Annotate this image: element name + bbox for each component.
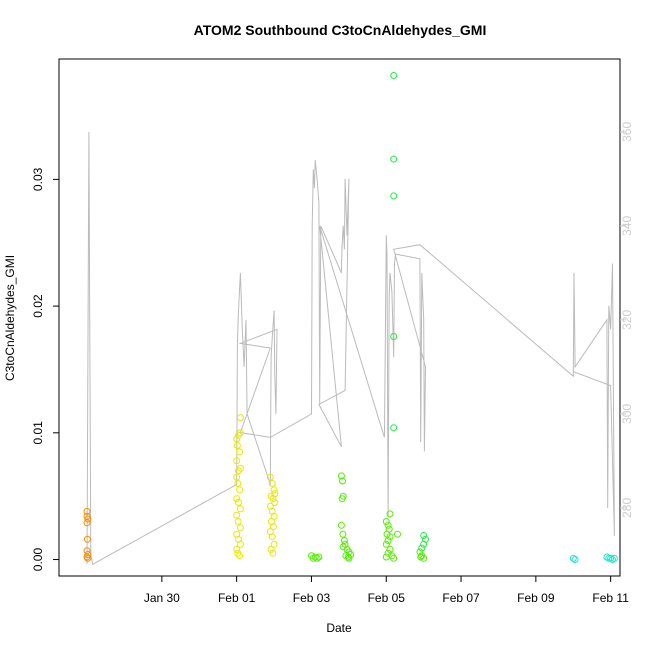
- data-point: [271, 499, 279, 506]
- data-point: [268, 533, 276, 541]
- data-point: [236, 552, 244, 560]
- data-point: [83, 553, 91, 561]
- y2-tick-label: 340: [620, 216, 634, 236]
- data-point: [569, 554, 577, 562]
- data-point: [571, 556, 579, 563]
- data-point: [386, 510, 394, 518]
- data-point: [84, 515, 92, 523]
- data-point: [270, 486, 278, 494]
- data-point: [610, 554, 618, 562]
- data-point: [416, 548, 424, 556]
- data-point: [236, 448, 244, 456]
- x-tick-label: Feb 03: [293, 591, 331, 605]
- y2-axis: 280 300 320 340 360: [620, 122, 634, 518]
- data-point: [384, 537, 392, 544]
- x-tick-label: Feb 09: [517, 591, 555, 605]
- data-point: [384, 521, 392, 529]
- data-point: [315, 553, 323, 561]
- line-series-layer: [86, 131, 615, 566]
- data-point: [603, 553, 611, 561]
- data-point: [390, 424, 398, 432]
- y2-tick-label: 300: [620, 404, 634, 424]
- data-point: [390, 72, 398, 79]
- data-point: [386, 533, 394, 541]
- data-point: [417, 553, 425, 561]
- data-point: [382, 540, 390, 548]
- data-point: [418, 544, 426, 552]
- y-tick-label: 0.03: [31, 167, 45, 191]
- data-point: [233, 495, 241, 503]
- x-tick-label: Feb 01: [218, 591, 256, 605]
- data-point: [607, 554, 615, 562]
- data-point: [390, 155, 398, 163]
- x-tick-label: Jan 30: [144, 591, 180, 605]
- data-point: [267, 545, 275, 553]
- y-tick-label: 0.00: [31, 548, 45, 572]
- data-point: [236, 505, 244, 513]
- data-point: [269, 523, 277, 531]
- data-point: [386, 545, 394, 553]
- y2-tick-label: 320: [620, 310, 634, 330]
- data-point: [269, 549, 277, 557]
- data-point: [233, 511, 241, 519]
- data-point: [339, 477, 346, 485]
- data-point: [270, 540, 278, 548]
- y-axis-label: C3toCnAldehydes_GMI: [3, 255, 17, 381]
- y-tick-label: 0.01: [31, 421, 45, 445]
- y2-tick-label: 360: [620, 122, 634, 142]
- chart-title: ATOM2 Southbound C3toCnAldehydes_GMI: [194, 22, 487, 38]
- data-point: [390, 554, 398, 562]
- data-point: [266, 473, 274, 481]
- data-point: [83, 535, 91, 543]
- data-point: [420, 540, 428, 548]
- data-point: [233, 545, 241, 553]
- data-point: [382, 518, 390, 525]
- data-point: [337, 521, 345, 529]
- data-point: [236, 464, 244, 472]
- x-tick-label: Feb 11: [592, 591, 629, 605]
- point-series-layer: [83, 72, 618, 563]
- data-point: [236, 486, 244, 494]
- data-point: [390, 192, 398, 200]
- data-point: [235, 499, 242, 506]
- x-axis: Jan 30 Feb 01 Feb 03 Feb 05 Feb 07 Feb 09 Feb …: [144, 576, 629, 605]
- data-point: [313, 554, 321, 562]
- y-tick-label: 0.02: [31, 294, 45, 318]
- data-point: [609, 556, 616, 563]
- data-point: [234, 480, 242, 487]
- data-point: [84, 554, 92, 562]
- data-point: [311, 553, 319, 561]
- x-tick-label: Feb 05: [368, 591, 406, 605]
- data-point: [382, 553, 390, 561]
- data-point: [268, 480, 276, 487]
- data-point: [337, 472, 345, 480]
- data-point: [344, 553, 352, 561]
- y-axis: 0.00 0.01 0.02 0.03: [31, 167, 59, 571]
- x-axis-label: Date: [326, 621, 352, 635]
- data-point: [420, 532, 428, 539]
- data-point: [394, 530, 401, 538]
- data-point: [339, 530, 347, 538]
- data-point: [340, 537, 348, 544]
- data-point: [236, 414, 244, 422]
- data-point: [271, 490, 279, 498]
- data-point: [83, 519, 91, 527]
- data-point: [83, 507, 91, 515]
- x-tick-label: Feb 07: [442, 591, 480, 605]
- y2-tick-label: 280: [620, 498, 634, 518]
- data-point: [390, 333, 398, 340]
- data-point: [234, 518, 242, 525]
- data-point: [233, 457, 241, 465]
- plot-frame: [58, 58, 621, 577]
- data-point: [236, 524, 244, 532]
- data-point: [236, 429, 244, 437]
- data-point: [345, 554, 353, 562]
- data-point: [236, 540, 244, 548]
- line-series-path: [86, 131, 615, 566]
- data-point: [338, 495, 346, 503]
- data-point: [233, 442, 241, 449]
